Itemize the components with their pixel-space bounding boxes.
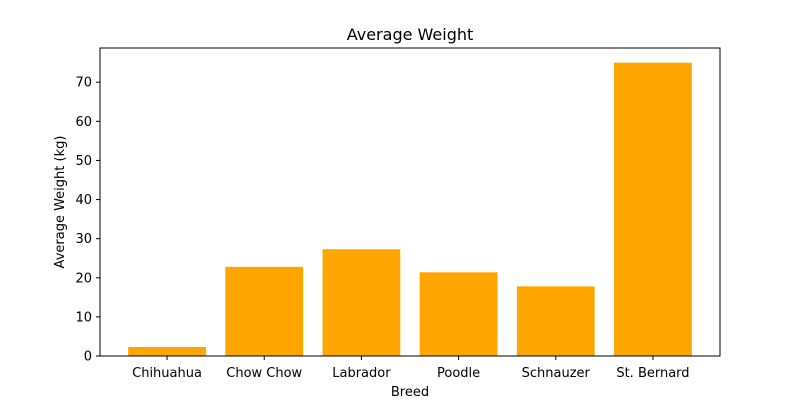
bar-chow-chow <box>225 266 304 356</box>
x-tick-label: Labrador <box>332 366 391 381</box>
x-axis-ticks: Chihuahua Chow Chow Labrador Poodle Schnauze… <box>132 356 690 381</box>
y-tick-label: 50 <box>75 154 92 169</box>
x-tick-label: Poodle <box>437 366 480 381</box>
y-tick-label: 60 <box>75 115 92 130</box>
bar-poodle <box>419 272 498 356</box>
bar-labrador <box>322 249 401 356</box>
bar-schnauzer <box>516 286 595 356</box>
y-tick-label: 40 <box>75 193 92 208</box>
x-tick-label: Schnauzer <box>522 366 591 381</box>
y-axis-label: Average Weight (kg) <box>53 136 68 269</box>
x-axis-label: Breed <box>391 385 429 400</box>
y-tick-label: 10 <box>75 310 92 325</box>
x-tick-label: Chihuahua <box>132 366 202 381</box>
bar-chihuahua <box>128 347 206 356</box>
y-axis-ticks: 0 10 20 30 40 50 60 70 <box>75 76 100 365</box>
y-tick-label: 20 <box>75 271 92 286</box>
bar-st-bernard <box>614 62 692 357</box>
y-tick-label: 0 <box>84 350 92 365</box>
bars-group <box>128 62 692 357</box>
plot-frame <box>99 47 721 357</box>
y-tick-label: 70 <box>75 76 92 91</box>
y-tick-label: 30 <box>75 232 92 247</box>
chart-title: Average Weight <box>347 25 474 44</box>
x-tick-label: St. Bernard <box>616 366 689 381</box>
x-tick-label: Chow Chow <box>226 366 302 381</box>
